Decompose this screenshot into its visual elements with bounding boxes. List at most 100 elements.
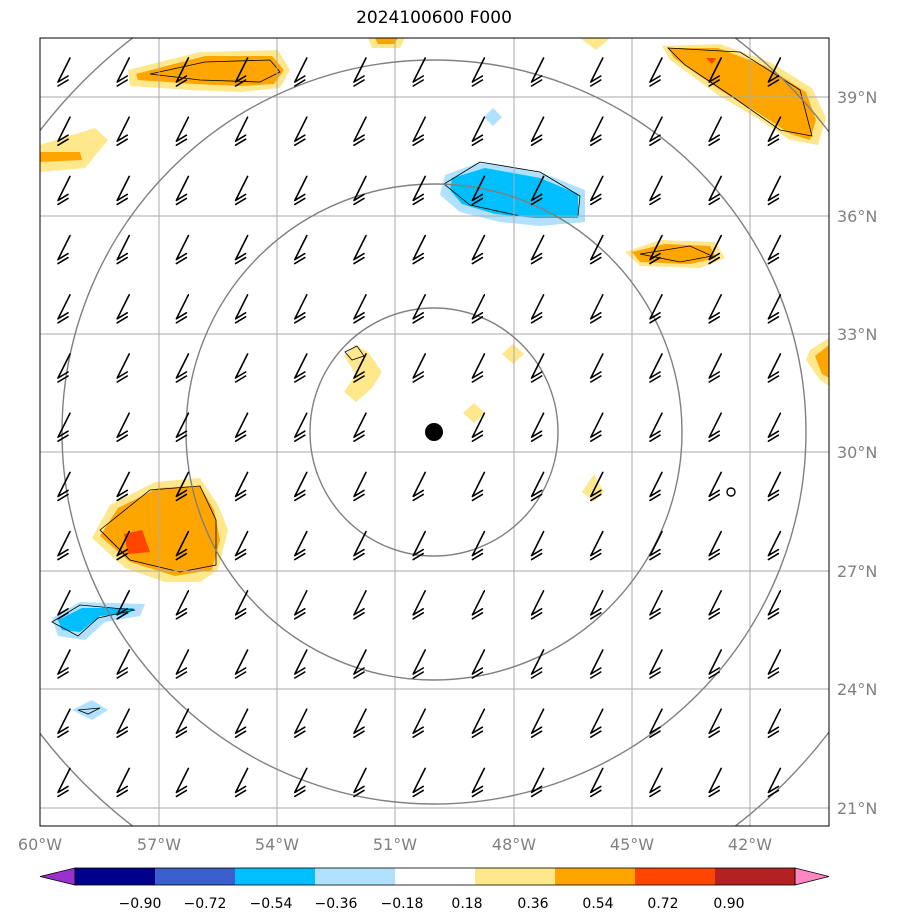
wind-barb [116, 649, 130, 679]
wind-barb [590, 590, 604, 620]
wind-barb [412, 471, 426, 502]
wind-barb [116, 294, 130, 324]
wind-barb [294, 649, 308, 679]
wind-barb [649, 175, 663, 206]
wind-barb [57, 649, 71, 679]
wind-barb [294, 234, 308, 265]
wind-barb [649, 57, 663, 87]
lat-tick-label: 27°N [837, 562, 877, 581]
wind-barb [708, 530, 722, 561]
wind-barb [471, 353, 486, 383]
wind-barb [57, 412, 71, 442]
wind-barb [590, 175, 604, 206]
wind-barb [116, 234, 130, 265]
wind-barb [353, 57, 367, 87]
wind-barb [530, 175, 545, 206]
wind-barb [294, 590, 308, 620]
wind-barb [471, 234, 486, 265]
wind-barb [57, 767, 71, 798]
wind-barb [412, 649, 426, 679]
wind-barb [57, 175, 71, 206]
wind-barb [175, 57, 190, 87]
colorbar-outline [74, 867, 796, 886]
wind-barb [649, 590, 663, 620]
wind-barb [175, 649, 190, 679]
lon-tick-label: 54°W [255, 835, 299, 854]
wind-barb [708, 175, 722, 206]
colorbar-labels: −0.90 −0.72 −0.54 −0.36 −0.18 0.18 0.36 … [119, 896, 745, 912]
wind-barb [294, 116, 308, 146]
wind-barb [234, 649, 249, 679]
wind-barb [353, 353, 367, 383]
wind-barb [353, 649, 367, 679]
wind-barb [116, 708, 130, 738]
wind-barb [530, 471, 545, 502]
wind-barb [530, 353, 545, 383]
wind-barb [175, 471, 190, 502]
wind-barb [471, 57, 486, 87]
wind-barb [649, 116, 663, 146]
wind-barb [471, 708, 486, 738]
wind-barb [471, 471, 486, 502]
wind-barb [590, 57, 604, 87]
wind-barb [412, 708, 426, 738]
wind-barb [175, 294, 190, 324]
lon-tick-label: 51°W [373, 835, 417, 854]
lat-tick-label: 33°N [837, 325, 877, 344]
wind-barb [353, 708, 367, 738]
wind-barb [590, 116, 604, 146]
lat-tick-label: 24°N [837, 680, 877, 699]
shaded-field [40, 38, 829, 720]
graticule [40, 38, 829, 826]
wind-barb [57, 57, 71, 87]
colorbar [39, 867, 830, 886]
wind-barb [649, 234, 663, 265]
wind-barb [116, 412, 130, 442]
colorbar-label: 0.90 [713, 896, 744, 912]
lat-tick-label: 36°N [837, 207, 877, 226]
wind-barb [294, 353, 308, 383]
wind-barb [353, 412, 367, 442]
wind-barb [175, 708, 190, 738]
wind-barb [57, 530, 71, 561]
wind-barb [767, 294, 782, 324]
lon-tick-label: 57°W [137, 835, 181, 854]
wind-barb [530, 294, 545, 324]
wind-barb [590, 471, 604, 502]
wind-barb [530, 649, 545, 679]
colorbar-segment [395, 868, 476, 885]
wind-barb [175, 175, 190, 206]
colorbar-label: −0.18 [381, 896, 424, 912]
wind-barb [767, 116, 782, 146]
wind-barb [649, 471, 663, 502]
wind-barb [767, 590, 782, 620]
colorbar-label: 0.18 [451, 896, 482, 912]
lon-tick-label: 42°W [728, 835, 772, 854]
wind-barb [353, 175, 367, 206]
wind-barb [234, 471, 249, 502]
wind-barb [116, 57, 130, 87]
colorbar-label: 0.54 [582, 896, 613, 912]
wind-barb [708, 412, 722, 442]
wind-barb [530, 234, 545, 265]
wind-barb [649, 530, 663, 561]
wind-barb [708, 708, 722, 738]
wind-barb [353, 294, 367, 324]
wind-barb [471, 649, 486, 679]
wind-barb [234, 412, 249, 442]
calm-wind-marker [726, 487, 736, 497]
wind-barb [530, 116, 545, 146]
storm-center-marker [425, 423, 443, 441]
colorbar-segment [235, 868, 316, 885]
wind-barb [590, 234, 604, 265]
wind-barb [649, 294, 663, 324]
lon-tick-label: 60°W [18, 835, 62, 854]
wind-barb [767, 649, 782, 679]
wind-barb [590, 649, 604, 679]
wind-barb [767, 530, 782, 561]
wind-barb [649, 767, 663, 798]
wind-barb [767, 57, 782, 87]
wind-barb [412, 530, 426, 561]
